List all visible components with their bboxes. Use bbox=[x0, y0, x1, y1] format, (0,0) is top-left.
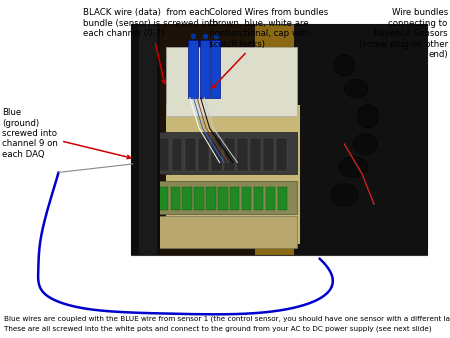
Bar bbox=[166, 47, 297, 116]
Text: Blue wires are coupled with the BLUE wire from sensor 1 (the control sensor, you: Blue wires are coupled with the BLUE wir… bbox=[4, 315, 450, 322]
Bar bbox=[230, 187, 239, 210]
Text: Blue
(ground)
screwed into
channel 9 on
each DAQ: Blue (ground) screwed into channel 9 on … bbox=[2, 108, 130, 159]
Bar bbox=[159, 187, 168, 210]
Ellipse shape bbox=[358, 105, 378, 128]
Bar bbox=[198, 138, 209, 171]
Bar bbox=[294, 24, 428, 255]
Bar bbox=[276, 138, 287, 171]
Ellipse shape bbox=[331, 184, 358, 207]
Bar bbox=[250, 138, 261, 171]
Bar bbox=[237, 138, 248, 171]
Ellipse shape bbox=[334, 55, 355, 76]
Bar bbox=[185, 138, 196, 171]
Bar bbox=[157, 181, 297, 214]
Bar bbox=[206, 187, 216, 210]
Text: Colored Wires from bundles
(brown, blue, white are
nonfunctional, cap with
scotc: Colored Wires from bundles (brown, blue,… bbox=[209, 8, 328, 88]
Bar bbox=[140, 24, 157, 255]
Bar bbox=[218, 187, 228, 210]
Text: These are all screwed into the white pots and connect to the ground from your AC: These are all screwed into the white pot… bbox=[4, 325, 432, 332]
Bar bbox=[172, 138, 183, 171]
Bar bbox=[157, 216, 297, 248]
Bar bbox=[159, 138, 169, 171]
Ellipse shape bbox=[338, 157, 368, 178]
Bar bbox=[278, 187, 287, 210]
Ellipse shape bbox=[344, 79, 368, 98]
Bar bbox=[266, 187, 275, 210]
Bar bbox=[263, 138, 274, 171]
Bar bbox=[211, 138, 222, 171]
Bar bbox=[254, 187, 263, 210]
Ellipse shape bbox=[353, 134, 377, 154]
Text: BLACK wire (data)  from each
bundle (sensor) is screwed into
each channel (0-7): BLACK wire (data) from each bundle (sens… bbox=[83, 8, 218, 83]
Bar bbox=[130, 24, 427, 255]
Bar bbox=[189, 40, 198, 98]
Bar bbox=[242, 187, 252, 210]
Bar bbox=[194, 187, 204, 210]
Bar bbox=[166, 105, 300, 244]
Bar bbox=[211, 40, 220, 98]
Bar bbox=[130, 24, 160, 255]
Bar bbox=[157, 132, 297, 174]
Text: Wire bundles
connecting to
Keyence Sensors
(screw plug on other
end): Wire bundles connecting to Keyence Senso… bbox=[359, 8, 448, 75]
Bar bbox=[130, 24, 255, 255]
Bar bbox=[171, 187, 180, 210]
Bar bbox=[224, 138, 235, 171]
Bar bbox=[200, 40, 210, 98]
Bar bbox=[183, 187, 192, 210]
